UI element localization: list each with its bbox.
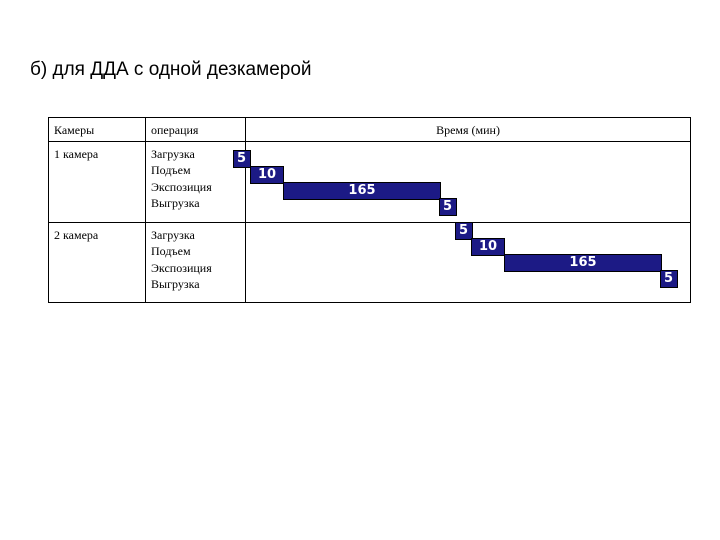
gantt-bar-cam2-load: 5 xyxy=(456,223,472,239)
operation-label: Загрузка xyxy=(151,227,195,242)
operation-label: Экспозиция xyxy=(151,179,212,194)
gantt-bar-cam1-lift: 10 xyxy=(251,167,283,183)
operation-label: Выгрузка xyxy=(151,196,200,210)
header-operation: операция xyxy=(145,117,246,142)
table-row: 2 камера Загрузка Подъем Экспозиция Выгр… xyxy=(48,221,691,303)
gantt-bar-cam1-exposure: 165 xyxy=(284,183,440,199)
header-cameras: Камеры xyxy=(48,117,146,142)
table-header-row: Камеры операция Время (мин) xyxy=(48,117,691,142)
operation-label: Подъем xyxy=(151,244,191,258)
camera-2-label: 2 камера xyxy=(48,221,146,303)
schedule-table: Камеры операция Время (мин) 1 камера Заг… xyxy=(48,117,691,303)
gantt-bar-cam2-unload: 5 xyxy=(661,271,677,287)
operation-label: Экспозиция xyxy=(151,260,212,275)
slide-title: б) для ДДА с одной дезкамерой xyxy=(30,59,312,80)
gantt-bar-cam2-lift: 10 xyxy=(472,239,504,255)
gantt-bar-cam1-load: 5 xyxy=(234,151,250,167)
operation-label: Выгрузка xyxy=(151,277,200,291)
camera-1-label: 1 камера xyxy=(48,140,146,223)
camera-1-operations: Загрузка Подъем Экспозиция Выгрузка xyxy=(145,140,246,223)
camera-2-operations: Загрузка Подъем Экспозиция Выгрузка xyxy=(145,221,246,303)
header-time: Время (мин) xyxy=(245,117,691,142)
operation-label: Загрузка xyxy=(151,146,195,161)
gantt-bar-cam1-unload: 5 xyxy=(440,199,456,215)
gantt-bar-cam2-exposure: 165 xyxy=(505,255,661,271)
operation-label: Подъем xyxy=(151,163,191,177)
camera-1-timeline-cell xyxy=(245,140,691,223)
table-row: 1 камера Загрузка Подъем Экспозиция Выгр… xyxy=(48,140,691,223)
